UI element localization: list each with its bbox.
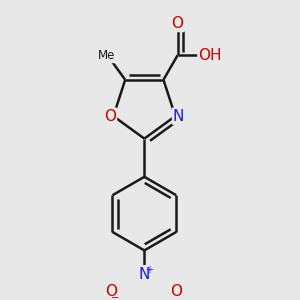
Text: N: N — [173, 109, 184, 124]
Text: +: + — [146, 265, 153, 275]
Text: OH: OH — [198, 48, 222, 63]
Text: O: O — [172, 16, 184, 31]
Text: O: O — [105, 284, 117, 299]
Text: N: N — [139, 267, 150, 282]
Text: −: − — [111, 293, 119, 300]
Text: O: O — [104, 109, 116, 124]
Text: Me: Me — [98, 49, 115, 62]
Text: O: O — [170, 284, 182, 299]
